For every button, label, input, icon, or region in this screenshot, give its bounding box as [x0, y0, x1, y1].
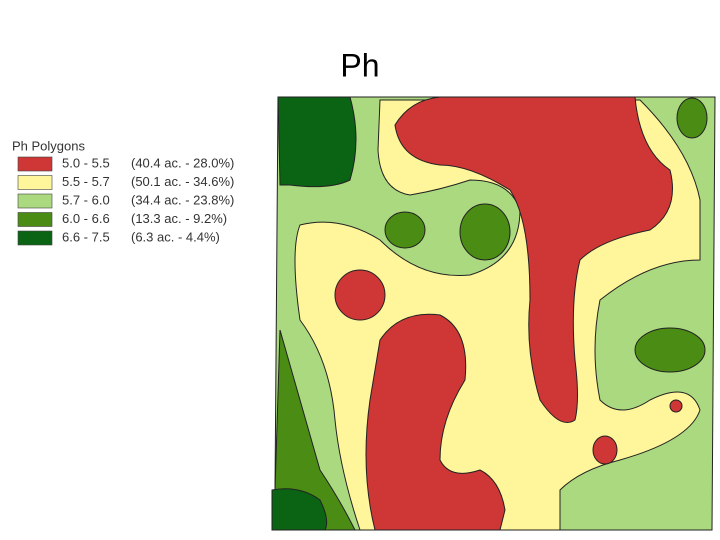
zone-red — [394, 96, 673, 423]
map — [271, 96, 716, 531]
legend-swatch — [17, 175, 53, 190]
zone-green — [384, 211, 426, 249]
zone-green — [271, 329, 356, 531]
legend-detail: (50.1 ac. - 34.6%) — [131, 174, 234, 189]
legend-range: 6.0 - 6.6 — [62, 211, 110, 226]
legend-range: 5.7 - 6.0 — [62, 192, 110, 207]
zone-dark-green — [277, 96, 357, 188]
legend-detail: (13.3 ac. - 9.2%) — [131, 211, 227, 226]
legend-title: Ph Polygons — [12, 138, 85, 153]
zone-red — [592, 435, 618, 465]
legend-detail: (40.4 ac. - 28.0%) — [131, 155, 234, 170]
legend-range: 5.5 - 5.7 — [62, 174, 110, 189]
legend-swatch — [17, 193, 53, 209]
zone-dark-green — [271, 488, 328, 531]
legend-range: 6.6 - 7.5 — [62, 229, 110, 244]
legend: 5.0 - 5.5 (40.4 ac. - 28.0%) 5.5 - 5.7 (50.… — [17, 155, 234, 246]
zone-red — [365, 313, 506, 531]
zone-green — [459, 203, 511, 261]
map-title: Ph — [340, 47, 379, 83]
legend-range: 5.0 - 5.5 — [62, 155, 110, 170]
zone-red — [334, 269, 386, 321]
zone-green — [634, 327, 706, 373]
legend-detail: (6.3 ac. - 4.4%) — [131, 229, 220, 244]
legend-swatch — [17, 212, 53, 227]
zone-green — [676, 97, 708, 139]
legend-swatch — [17, 156, 53, 172]
legend-swatch — [17, 230, 53, 246]
zone-red — [669, 399, 683, 413]
legend-detail: (34.4 ac. - 23.8%) — [131, 192, 234, 207]
